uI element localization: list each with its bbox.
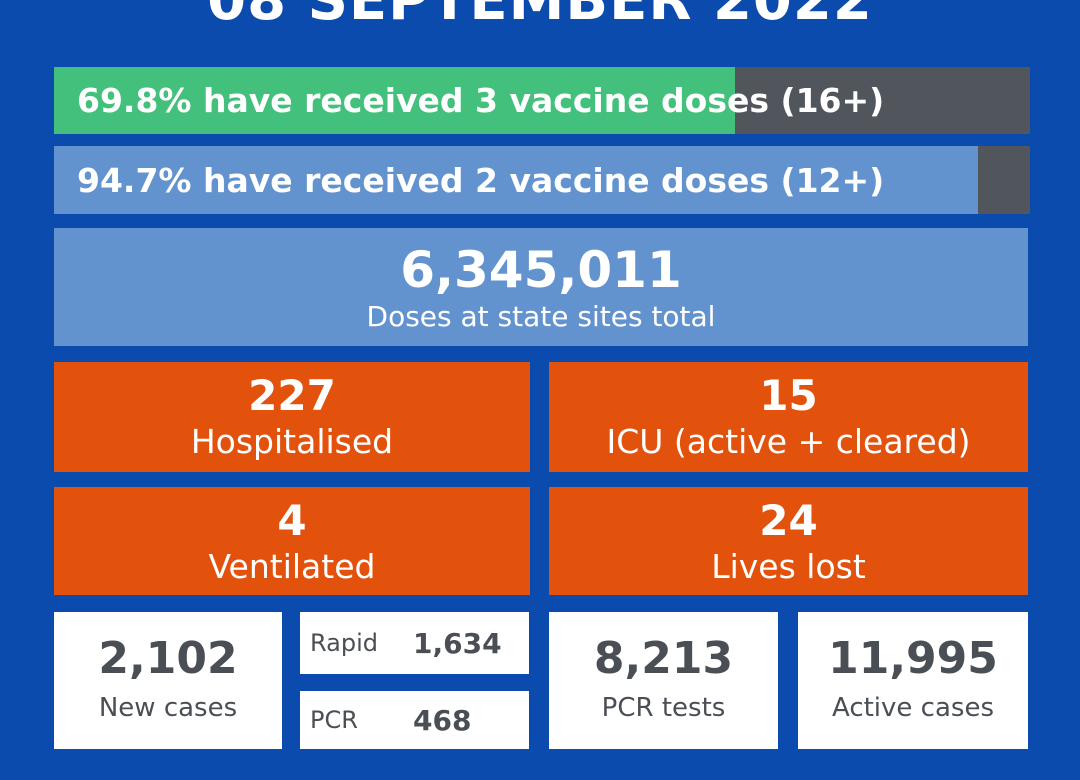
pcr-cases-card: PCR 468 bbox=[300, 691, 529, 749]
doses-total-card: 6,345,011 Doses at state sites total bbox=[54, 228, 1028, 346]
rapid-cases-card: Rapid 1,634 bbox=[300, 612, 529, 674]
ventilated-value: 4 bbox=[277, 496, 307, 545]
active-cases-label: Active cases bbox=[831, 693, 994, 723]
icu-card: 15 ICU (active + cleared) bbox=[549, 362, 1028, 472]
page-title: 08 SEPTEMBER 2022 bbox=[207, 0, 873, 33]
doses-total-value: 6,345,011 bbox=[400, 241, 682, 299]
pcr-tests-label: PCR tests bbox=[601, 693, 726, 723]
pcr-tests-value: 8,213 bbox=[593, 633, 734, 684]
hospitalised-label: Hospitalised bbox=[190, 422, 394, 461]
new-cases-card: 2,102 New cases bbox=[54, 612, 282, 749]
rapid-label: Rapid bbox=[310, 629, 378, 657]
three-dose-progress-bar: 69.8% have received 3 vaccine doses (16+… bbox=[54, 67, 1030, 134]
ventilated-label: Ventilated bbox=[208, 547, 376, 586]
active-cases-card: 11,995 Active cases bbox=[798, 612, 1028, 749]
two-dose-progress-bar: 94.7% have received 2 vaccine doses (12+… bbox=[54, 146, 1030, 214]
two-dose-progress-fill bbox=[54, 146, 979, 214]
lives-lost-card: 24 Lives lost bbox=[549, 487, 1028, 595]
two-dose-label: 94.7% have received 2 vaccine doses (12+… bbox=[77, 160, 885, 200]
ventilated-card: 4 Ventilated bbox=[54, 487, 530, 595]
lives-lost-value: 24 bbox=[759, 496, 818, 545]
pcr-tests-card: 8,213 PCR tests bbox=[549, 612, 778, 749]
pcr-value: 468 bbox=[413, 703, 472, 737]
hospitalised-value: 227 bbox=[248, 371, 336, 420]
three-dose-label: 69.8% have received 3 vaccine doses (16+… bbox=[77, 81, 885, 120]
active-cases-value: 11,995 bbox=[828, 633, 998, 684]
lives-lost-label: Lives lost bbox=[711, 547, 866, 586]
new-cases-label: New cases bbox=[98, 693, 238, 723]
three-dose-progress-fill bbox=[54, 67, 736, 134]
hospitalised-card: 227 Hospitalised bbox=[54, 362, 530, 472]
icu-label: ICU (active + cleared) bbox=[606, 422, 971, 461]
icu-value: 15 bbox=[759, 371, 818, 420]
rapid-value: 1,634 bbox=[413, 626, 502, 660]
new-cases-value: 2,102 bbox=[98, 633, 238, 684]
doses-total-label: Doses at state sites total bbox=[366, 300, 716, 333]
pcr-label: PCR bbox=[310, 706, 358, 734]
